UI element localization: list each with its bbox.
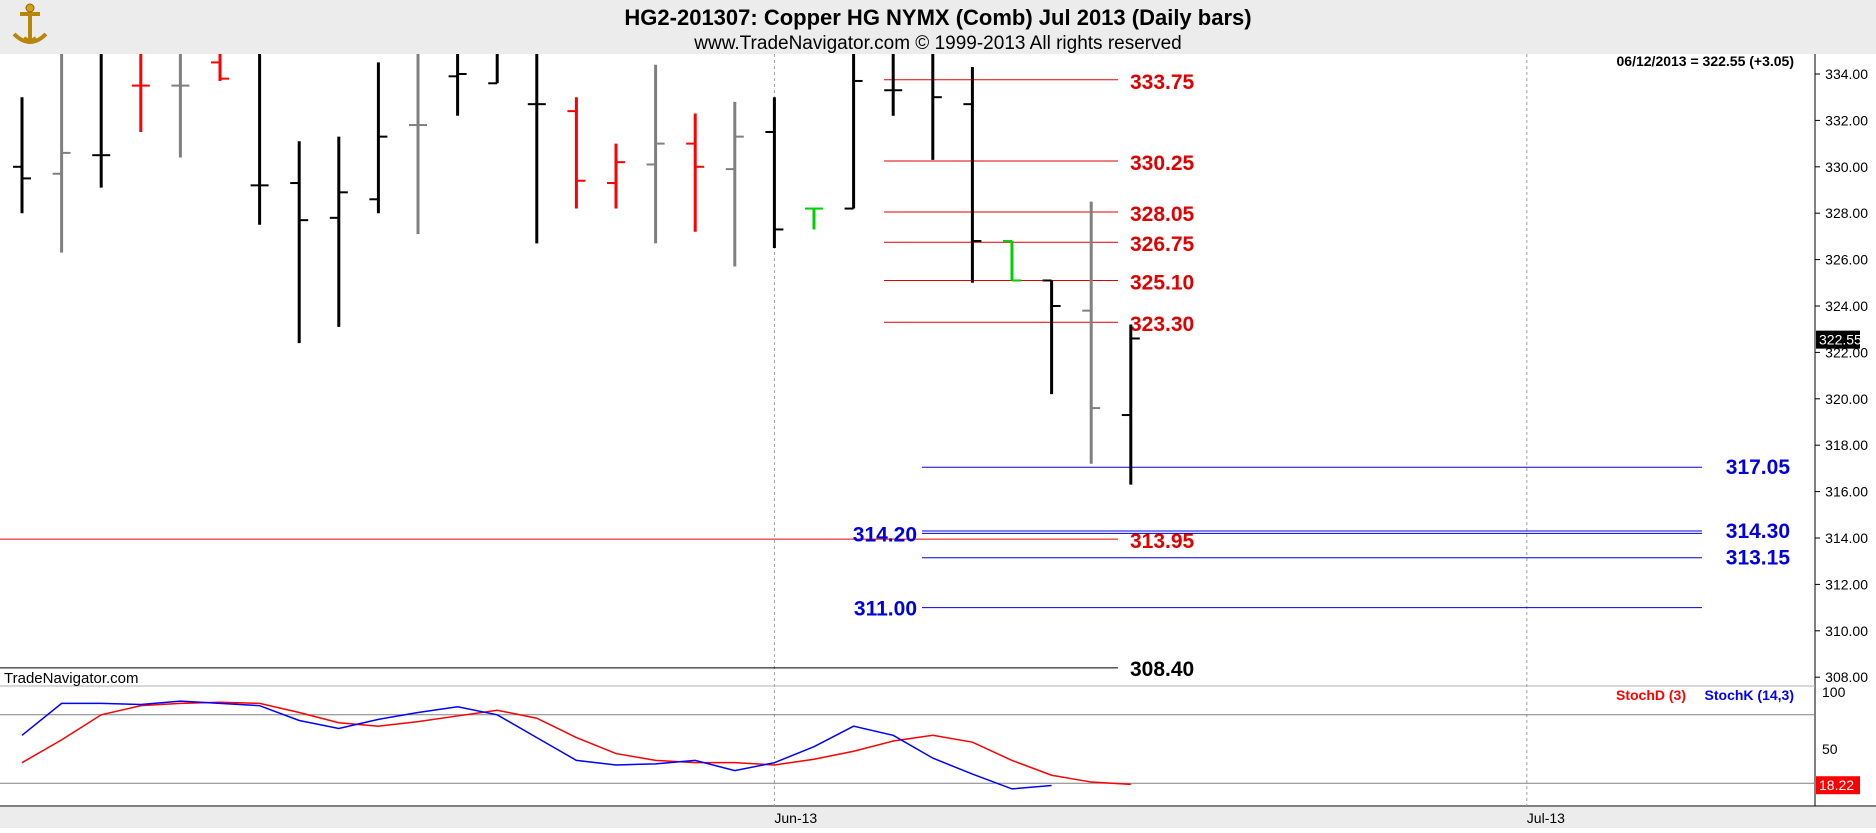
stochastic-pane: 100 50 StochD (3) StochK (14,3) 18.22 bbox=[0, 684, 1860, 795]
date-axis-band bbox=[0, 807, 1876, 828]
ohlc-bar bbox=[1121, 324, 1140, 485]
ohlc-bar bbox=[765, 97, 784, 248]
ohlc-bar bbox=[844, 54, 863, 210]
y-tick-label: 328.00 bbox=[1825, 205, 1868, 221]
resistance-label: 328.05 bbox=[1130, 203, 1195, 226]
ohlc-bar bbox=[369, 62, 388, 214]
date-axis: Jun-13 Jul-13 bbox=[774, 810, 1565, 826]
x-tick-label: Jun-13 bbox=[774, 810, 817, 826]
ohlc-bar bbox=[13, 97, 31, 214]
anchor-logo-icon bbox=[12, 3, 48, 44]
y-tick-label: 310.00 bbox=[1825, 623, 1868, 639]
main-grid bbox=[0, 54, 1876, 828]
y-tick-label: 324.00 bbox=[1825, 298, 1868, 314]
ohlc-bar bbox=[1082, 201, 1101, 464]
resistance-label: 325.10 bbox=[1130, 271, 1194, 294]
stoch-value-box bbox=[1816, 776, 1860, 795]
y-tick-label: 318.00 bbox=[1825, 437, 1868, 453]
support-label: 311.00 bbox=[854, 598, 917, 621]
y-tick-label: 320.00 bbox=[1825, 391, 1868, 407]
ohlc-bar bbox=[725, 101, 744, 267]
ohlc-bar bbox=[567, 97, 586, 209]
ohlc-bar bbox=[52, 54, 71, 253]
chart-title: HG2-201307: Copper HG NYMX (Comb) Jul 20… bbox=[624, 5, 1251, 30]
ohlc-bar bbox=[884, 54, 903, 116]
y-tick-label: 332.00 bbox=[1825, 112, 1868, 128]
price-bars bbox=[13, 54, 1140, 485]
x-tick-label: Jul-13 bbox=[1527, 810, 1565, 826]
stoch-y-tick-label: 50 bbox=[1822, 741, 1838, 757]
ohlc-bar bbox=[527, 54, 546, 244]
chart-subtitle: www.TradeNavigator.com © 1999-2013 All r… bbox=[693, 33, 1181, 54]
level-label: 308.40 bbox=[1130, 658, 1194, 681]
stoch-value-label: 18.22 bbox=[1819, 777, 1854, 793]
ohlc-bar bbox=[963, 67, 982, 283]
ohlc-bar bbox=[805, 207, 823, 230]
support-label: 313.15 bbox=[1726, 547, 1791, 570]
resistance-label: 333.75 bbox=[1130, 71, 1195, 94]
last-price-box bbox=[1816, 330, 1860, 349]
y-tick-label: 312.00 bbox=[1825, 576, 1868, 592]
price-axis: 334.00 332.00 330.00 328.00 326.00 324.00 322.… bbox=[1815, 66, 1868, 685]
ohlc-bar bbox=[931, 54, 942, 160]
watermark: TradeNavigator.com bbox=[4, 670, 139, 687]
ohlc-bar bbox=[92, 54, 111, 188]
y-tick-label: 316.00 bbox=[1825, 484, 1868, 500]
support-label: 314.30 bbox=[1726, 520, 1790, 543]
ohlc-bar bbox=[250, 54, 269, 225]
resistance-label: 313.95 bbox=[1130, 530, 1195, 553]
support-label: 314.20 bbox=[853, 523, 917, 546]
resistance-label: 323.30 bbox=[1130, 313, 1194, 336]
stoch-d-legend: StochD (3) bbox=[1616, 687, 1686, 703]
y-tick-label: 330.00 bbox=[1825, 159, 1868, 175]
header-bar bbox=[0, 0, 1876, 54]
y-tick-label: 314.00 bbox=[1825, 530, 1868, 546]
last-quote-info: 06/12/2013 = 322.55 (+3.05) bbox=[1617, 53, 1794, 69]
resistance-label: 326.75 bbox=[1130, 233, 1195, 256]
ohlc-bar bbox=[607, 143, 625, 209]
resistance-label: 330.25 bbox=[1130, 152, 1195, 175]
ohlc-bar bbox=[171, 54, 190, 158]
last-price-label: 322.55 bbox=[1819, 332, 1862, 348]
ohlc-bar bbox=[1042, 279, 1061, 395]
ohlc-bar bbox=[686, 113, 705, 232]
stoch-k-legend: StochK (14,3) bbox=[1705, 687, 1794, 703]
stoch-y-tick-label: 100 bbox=[1822, 684, 1846, 700]
y-tick-label: 308.00 bbox=[1825, 669, 1868, 685]
ohlc-bar bbox=[211, 54, 229, 81]
ohlc-bar bbox=[329, 136, 348, 327]
ohlc-bar bbox=[290, 141, 309, 344]
y-tick-label: 326.00 bbox=[1825, 252, 1868, 268]
ohlc-bar bbox=[646, 64, 665, 244]
ohlc-bar bbox=[409, 54, 427, 235]
ohlc-bar bbox=[448, 54, 467, 116]
ohlc-bar bbox=[1003, 240, 1021, 282]
y-tick-label: 334.00 bbox=[1825, 66, 1868, 82]
ohlc-bar bbox=[488, 54, 499, 85]
price-levels: 333.75 330.25 328.05 326.75 325.10 323.30 313.… bbox=[0, 71, 1790, 681]
support-label: 317.05 bbox=[1726, 456, 1791, 479]
stoch-series-line bbox=[21, 700, 1052, 790]
ohlc-bar bbox=[131, 54, 150, 132]
